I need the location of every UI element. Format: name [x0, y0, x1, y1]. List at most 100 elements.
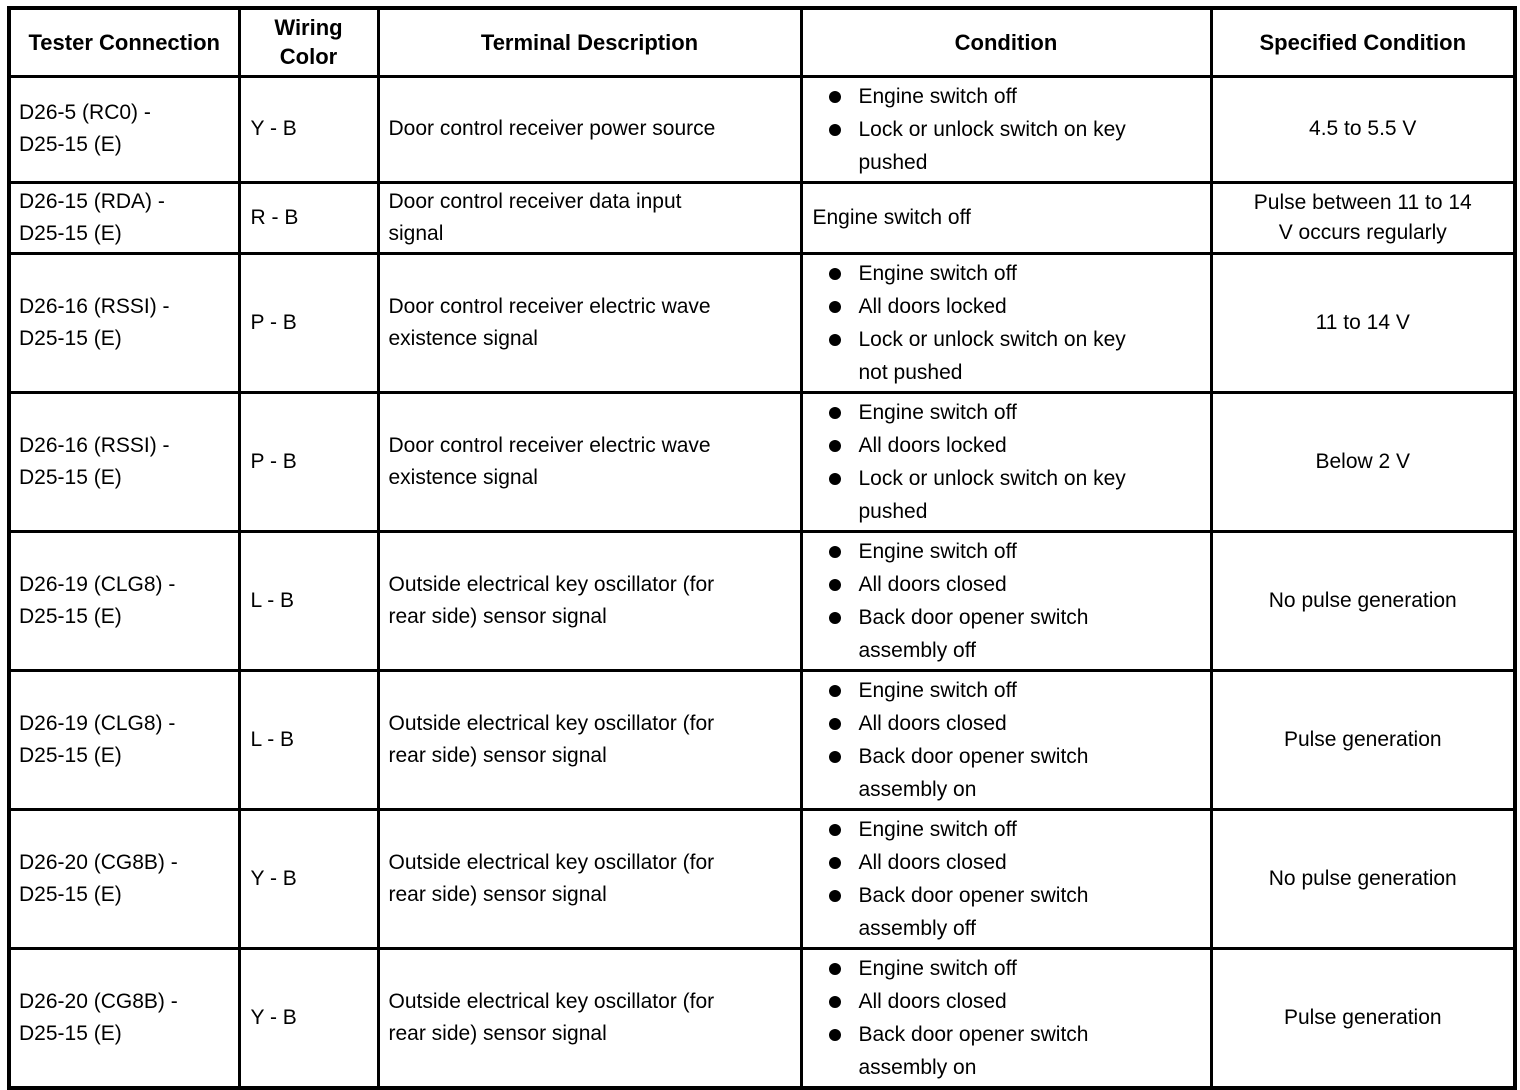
condition-cell: Engine switch off All doors closed Back … — [799, 529, 1213, 672]
terminal-inspection-table: Tester Connection Wiring Color Terminal … — [7, 6, 1517, 1090]
table-row: D26-15 (RDA) - D25-15 (E) R - B Door con… — [7, 180, 1517, 255]
bullet-icon — [828, 578, 841, 591]
bullet-icon — [828, 267, 841, 280]
terminal-description-cell: Door control receiver power source — [376, 74, 803, 184]
condition-item: Lock or unlock switch on key not pushed — [828, 323, 1206, 389]
condition-list: Engine switch off All doors closed Back … — [804, 951, 1208, 1085]
bullet-icon — [828, 823, 841, 836]
condition-item-text: Lock or unlock switch on key pushed — [858, 466, 1126, 523]
column-header-specified-condition: Specified Condition — [1209, 6, 1517, 78]
wiring-color-cell: Y - B — [237, 807, 380, 950]
terminal-description-cell: Door control receiver data input signal — [376, 180, 803, 255]
specified-condition-cell: No pulse generation — [1209, 807, 1517, 950]
bullet-icon — [828, 717, 841, 730]
condition-item: Engine switch off — [828, 952, 1206, 985]
header-row: Tester Connection Wiring Color Terminal … — [7, 6, 1517, 78]
condition-list: Engine switch off All doors closed Back … — [804, 534, 1208, 667]
condition-cell: Engine switch off All doors closed Back … — [799, 946, 1213, 1090]
condition-item: Engine switch off — [828, 674, 1206, 707]
condition-item-text: Lock or unlock switch on key pushed — [858, 117, 1126, 174]
bullet-icon — [828, 472, 841, 485]
condition-item: Back door opener switch assembly on — [828, 740, 1206, 806]
specified-condition-cell: Pulse between 11 to 14 V occurs regularl… — [1209, 180, 1517, 255]
tester-connection-cell: D26-20 (CG8B) - D25-15 (E) — [7, 946, 241, 1090]
bullet-icon — [828, 545, 841, 558]
terminal-description-cell: Outside electrical key oscillator (for r… — [376, 807, 803, 950]
condition-item: Engine switch off — [828, 257, 1206, 290]
tester-connection-cell: D26-19 (CLG8) - D25-15 (E) — [7, 529, 241, 672]
wiring-color-cell: P - B — [237, 251, 380, 394]
terminal-description-cell: Outside electrical key oscillator (for r… — [376, 529, 803, 672]
condition-item: Lock or unlock switch on key pushed — [828, 113, 1206, 179]
condition-cell: Engine switch off Lock or unlock switch … — [799, 74, 1213, 184]
table-row: D26-5 (RC0) - D25-15 (E) Y - B Door cont… — [7, 74, 1517, 184]
bullet-icon — [828, 333, 841, 346]
condition-list: Engine switch off All doors closed Back … — [804, 673, 1208, 806]
condition-item: Engine switch off — [828, 535, 1206, 568]
tester-connection-cell: D26-16 (RSSI) - D25-15 (E) — [7, 251, 241, 394]
table-row: D26-19 (CLG8) - D25-15 (E) L - B Outside… — [7, 668, 1517, 811]
column-header-condition: Condition — [799, 6, 1213, 78]
specified-condition-cell: 4.5 to 5.5 V — [1209, 74, 1517, 184]
table-row: D26-20 (CG8B) - D25-15 (E) Y - B Outside… — [7, 946, 1517, 1090]
bullet-icon — [828, 1028, 841, 1041]
bullet-icon — [828, 684, 841, 697]
tester-connection-cell: D26-19 (CLG8) - D25-15 (E) — [7, 668, 241, 811]
condition-cell: Engine switch off — [799, 180, 1213, 255]
wiring-color-cell: Y - B — [237, 946, 380, 1090]
terminal-description-cell: Door control receiver electric wave exis… — [376, 251, 803, 394]
condition-text: Engine switch off — [812, 205, 971, 229]
condition-item-text: Back door opener switch assembly off — [858, 605, 1089, 662]
table-row: D26-16 (RSSI) - D25-15 (E) P - B Door co… — [7, 251, 1517, 394]
wiring-color-cell: L - B — [237, 668, 380, 811]
condition-list: Engine switch off Lock or unlock switch … — [804, 79, 1208, 179]
condition-item-text: All doors closed — [858, 572, 1007, 596]
condition-list: Engine switch off All doors locked Lock … — [804, 256, 1208, 389]
column-header-terminal-description: Terminal Description — [376, 6, 803, 78]
specified-condition-cell: Below 2 V — [1209, 390, 1517, 533]
terminal-description-cell: Outside electrical key oscillator (for r… — [376, 946, 803, 1090]
bullet-icon — [828, 90, 841, 103]
condition-item: Engine switch off — [828, 396, 1206, 429]
condition-item-text: All doors closed — [858, 989, 1007, 1013]
table-row: D26-20 (CG8B) - D25-15 (E) Y - B Outside… — [7, 807, 1517, 950]
tester-connection-cell: D26-16 (RSSI) - D25-15 (E) — [7, 390, 241, 533]
wiring-color-cell: Y - B — [237, 74, 380, 184]
condition-item-text: All doors closed — [858, 850, 1007, 874]
bullet-icon — [828, 406, 841, 419]
wiring-color-cell: R - B — [237, 180, 380, 255]
tester-connection-cell: D26-20 (CG8B) - D25-15 (E) — [7, 807, 241, 950]
bullet-icon — [828, 889, 841, 902]
bullet-icon — [828, 995, 841, 1008]
wiring-color-cell: P - B — [237, 390, 380, 533]
bullet-icon — [828, 750, 841, 763]
condition-item-text: All doors locked — [858, 294, 1007, 318]
condition-item: All doors closed — [828, 568, 1206, 601]
condition-item-text: Engine switch off — [858, 400, 1017, 424]
bullet-icon — [828, 439, 841, 452]
condition-item: All doors locked — [828, 429, 1206, 462]
condition-item-text: Engine switch off — [858, 678, 1017, 702]
bullet-icon — [828, 962, 841, 975]
condition-item-text: Back door opener switch assembly off — [858, 883, 1089, 940]
table-row: D26-16 (RSSI) - D25-15 (E) P - B Door co… — [7, 390, 1517, 533]
condition-item: Back door opener switch assembly on — [828, 1018, 1206, 1084]
condition-item-text: Back door opener switch assembly on — [858, 744, 1089, 801]
condition-item-text: Engine switch off — [858, 539, 1017, 563]
condition-item: All doors locked — [828, 290, 1206, 323]
condition-item: Back door opener switch assembly off — [828, 601, 1206, 667]
condition-item-text: Engine switch off — [858, 261, 1017, 285]
condition-item-text: Back door opener switch assembly on — [858, 1022, 1089, 1079]
terminal-description-cell: Outside electrical key oscillator (for r… — [376, 668, 803, 811]
condition-cell: Engine switch off All doors locked Lock … — [799, 251, 1213, 394]
column-header-wiring-color: Wiring Color — [237, 6, 380, 78]
condition-item-text: Engine switch off — [858, 956, 1017, 980]
condition-item-text: All doors locked — [858, 433, 1007, 457]
condition-item: Lock or unlock switch on key pushed — [828, 462, 1206, 528]
specified-condition-cell: 11 to 14 V — [1209, 251, 1517, 394]
condition-item: Back door opener switch assembly off — [828, 879, 1206, 945]
condition-item: All doors closed — [828, 985, 1206, 1018]
tester-connection-cell: D26-15 (RDA) - D25-15 (E) — [7, 180, 241, 255]
condition-list: Engine switch off All doors closed Back … — [804, 812, 1208, 945]
